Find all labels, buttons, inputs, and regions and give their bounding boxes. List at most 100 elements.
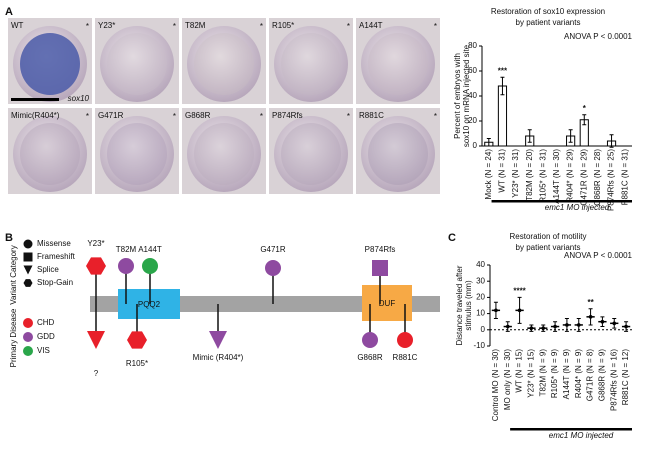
image-label: T82M — [185, 21, 206, 30]
error-bar — [609, 134, 614, 148]
error-bar — [582, 114, 587, 126]
symbol — [397, 332, 413, 348]
legend-label: GDD — [37, 332, 55, 341]
x-axis-label: emc1 MO injected — [545, 203, 610, 212]
symbol — [23, 239, 33, 249]
x-tick-label: G471R (N = 8) — [586, 349, 595, 402]
x-tick-label: R404* (N = 9) — [574, 349, 583, 398]
dot — [505, 324, 510, 329]
image-mark: * — [86, 22, 89, 31]
y-axis-label: Percent of embryos with — [453, 53, 462, 139]
variant-label: Y23* — [87, 239, 104, 248]
y-tick-label: 20 — [468, 116, 477, 125]
variant-label: R881C — [393, 353, 418, 362]
protein-diagram: Variant Category Missense Frameshift Splice… — [9, 239, 440, 378]
dot — [529, 326, 534, 330]
image-mark: * — [260, 112, 263, 121]
chart-a: Restoration of sox10 expression by patien… — [453, 7, 632, 212]
x-tick-label: R881C (N = 12) — [621, 349, 630, 406]
embryo — [100, 116, 174, 192]
image-label: G471R — [98, 111, 124, 120]
domain-label: DUF — [379, 299, 396, 308]
stain — [281, 123, 341, 185]
scale-bar — [11, 98, 59, 101]
embryo — [13, 116, 87, 192]
annotation: ANOVA P < 0.0001 — [564, 32, 633, 41]
embryo — [361, 26, 435, 102]
significance: ** — [587, 298, 594, 307]
y-axis-label: Distance traveled after — [455, 265, 464, 345]
embryo — [274, 26, 348, 102]
image-mark: * — [173, 22, 176, 31]
image-label: Mimic(R404*) — [11, 111, 60, 120]
image-label: A144T — [359, 21, 383, 30]
symbol — [127, 331, 147, 349]
legend-label: Frameshift — [37, 252, 76, 261]
group-bar — [491, 200, 632, 203]
legend-label: VIS — [37, 346, 50, 355]
group-bar — [510, 428, 632, 431]
x-tick-label: Mock (N = 24) — [484, 149, 493, 200]
x-axis-label: emc1 MO injected — [549, 431, 614, 440]
legend-swatch — [23, 318, 33, 328]
stain — [368, 123, 428, 185]
y-tick-label: 80 — [468, 41, 477, 50]
dot — [588, 315, 593, 319]
symbol — [86, 257, 106, 275]
domain — [118, 289, 180, 319]
y-tick-label: 10 — [476, 309, 485, 318]
error-bar — [527, 129, 532, 143]
error-bar — [568, 129, 573, 143]
x-tick-label: T82M (N = 9) — [538, 349, 547, 397]
significance: **** — [513, 287, 526, 296]
x-tick-label: T82M (N = 20) — [525, 149, 534, 201]
dot — [565, 323, 569, 327]
x-tick-label: A144T (N = 9) — [562, 349, 571, 400]
legend-label: CHD — [37, 318, 55, 327]
stain-label: sox10 — [68, 94, 90, 103]
symbol — [142, 258, 158, 274]
symbol — [118, 258, 134, 274]
variant-label: R105* — [126, 359, 148, 368]
image-grid: WT * sox10 Y23* * T82M * R105* * A144T * Mimic(R404… — [8, 18, 440, 194]
x-tick-label: Y23* (N = 15) — [527, 349, 536, 398]
error-bar — [500, 76, 505, 96]
dot — [494, 308, 498, 313]
x-tick-label: R105* (N = 9) — [550, 349, 559, 398]
x-tick-label: R404* (N = 29) — [566, 149, 575, 203]
x-tick-label: Y23* (N = 31) — [511, 149, 520, 198]
legend-swatch — [23, 346, 33, 356]
image-mark: * — [173, 112, 176, 121]
variant-label: A144T — [138, 245, 162, 254]
x-tick-label: A144T (N = 30) — [552, 149, 561, 204]
y-tick-label: 0 — [473, 141, 478, 150]
panel-label: A — [5, 6, 13, 18]
stain — [20, 33, 80, 95]
image-label: R105* — [272, 21, 294, 30]
dot — [541, 326, 546, 330]
image-mark: * — [347, 112, 350, 121]
dot — [576, 323, 581, 327]
image-mark: * — [347, 22, 350, 31]
image-mark: * — [86, 112, 89, 121]
error-bar — [486, 138, 491, 147]
embryo — [187, 26, 261, 102]
embryo — [274, 116, 348, 192]
legend-label: Missense — [37, 239, 71, 248]
symbol — [87, 331, 105, 349]
x-tick-label: Control MO (N = 30) — [491, 349, 500, 422]
dot — [517, 308, 522, 313]
x-tick-label: G868R (N = 28) — [593, 149, 602, 206]
x-tick-label: WT (N = 31) — [498, 149, 507, 193]
y-tick-label: 40 — [468, 91, 477, 100]
x-tick-label: P874Rfs (N = 25) — [607, 149, 616, 211]
significance: * — [583, 104, 587, 113]
legend-label: Stop-Gain — [37, 278, 73, 287]
symbol — [209, 331, 227, 349]
dot — [553, 324, 557, 329]
panel-label: B — [5, 232, 13, 244]
y-axis-label: stimulus (mm) — [464, 280, 473, 331]
y-tick-label: 40 — [476, 260, 485, 269]
variant-label: T82M — [116, 245, 137, 254]
